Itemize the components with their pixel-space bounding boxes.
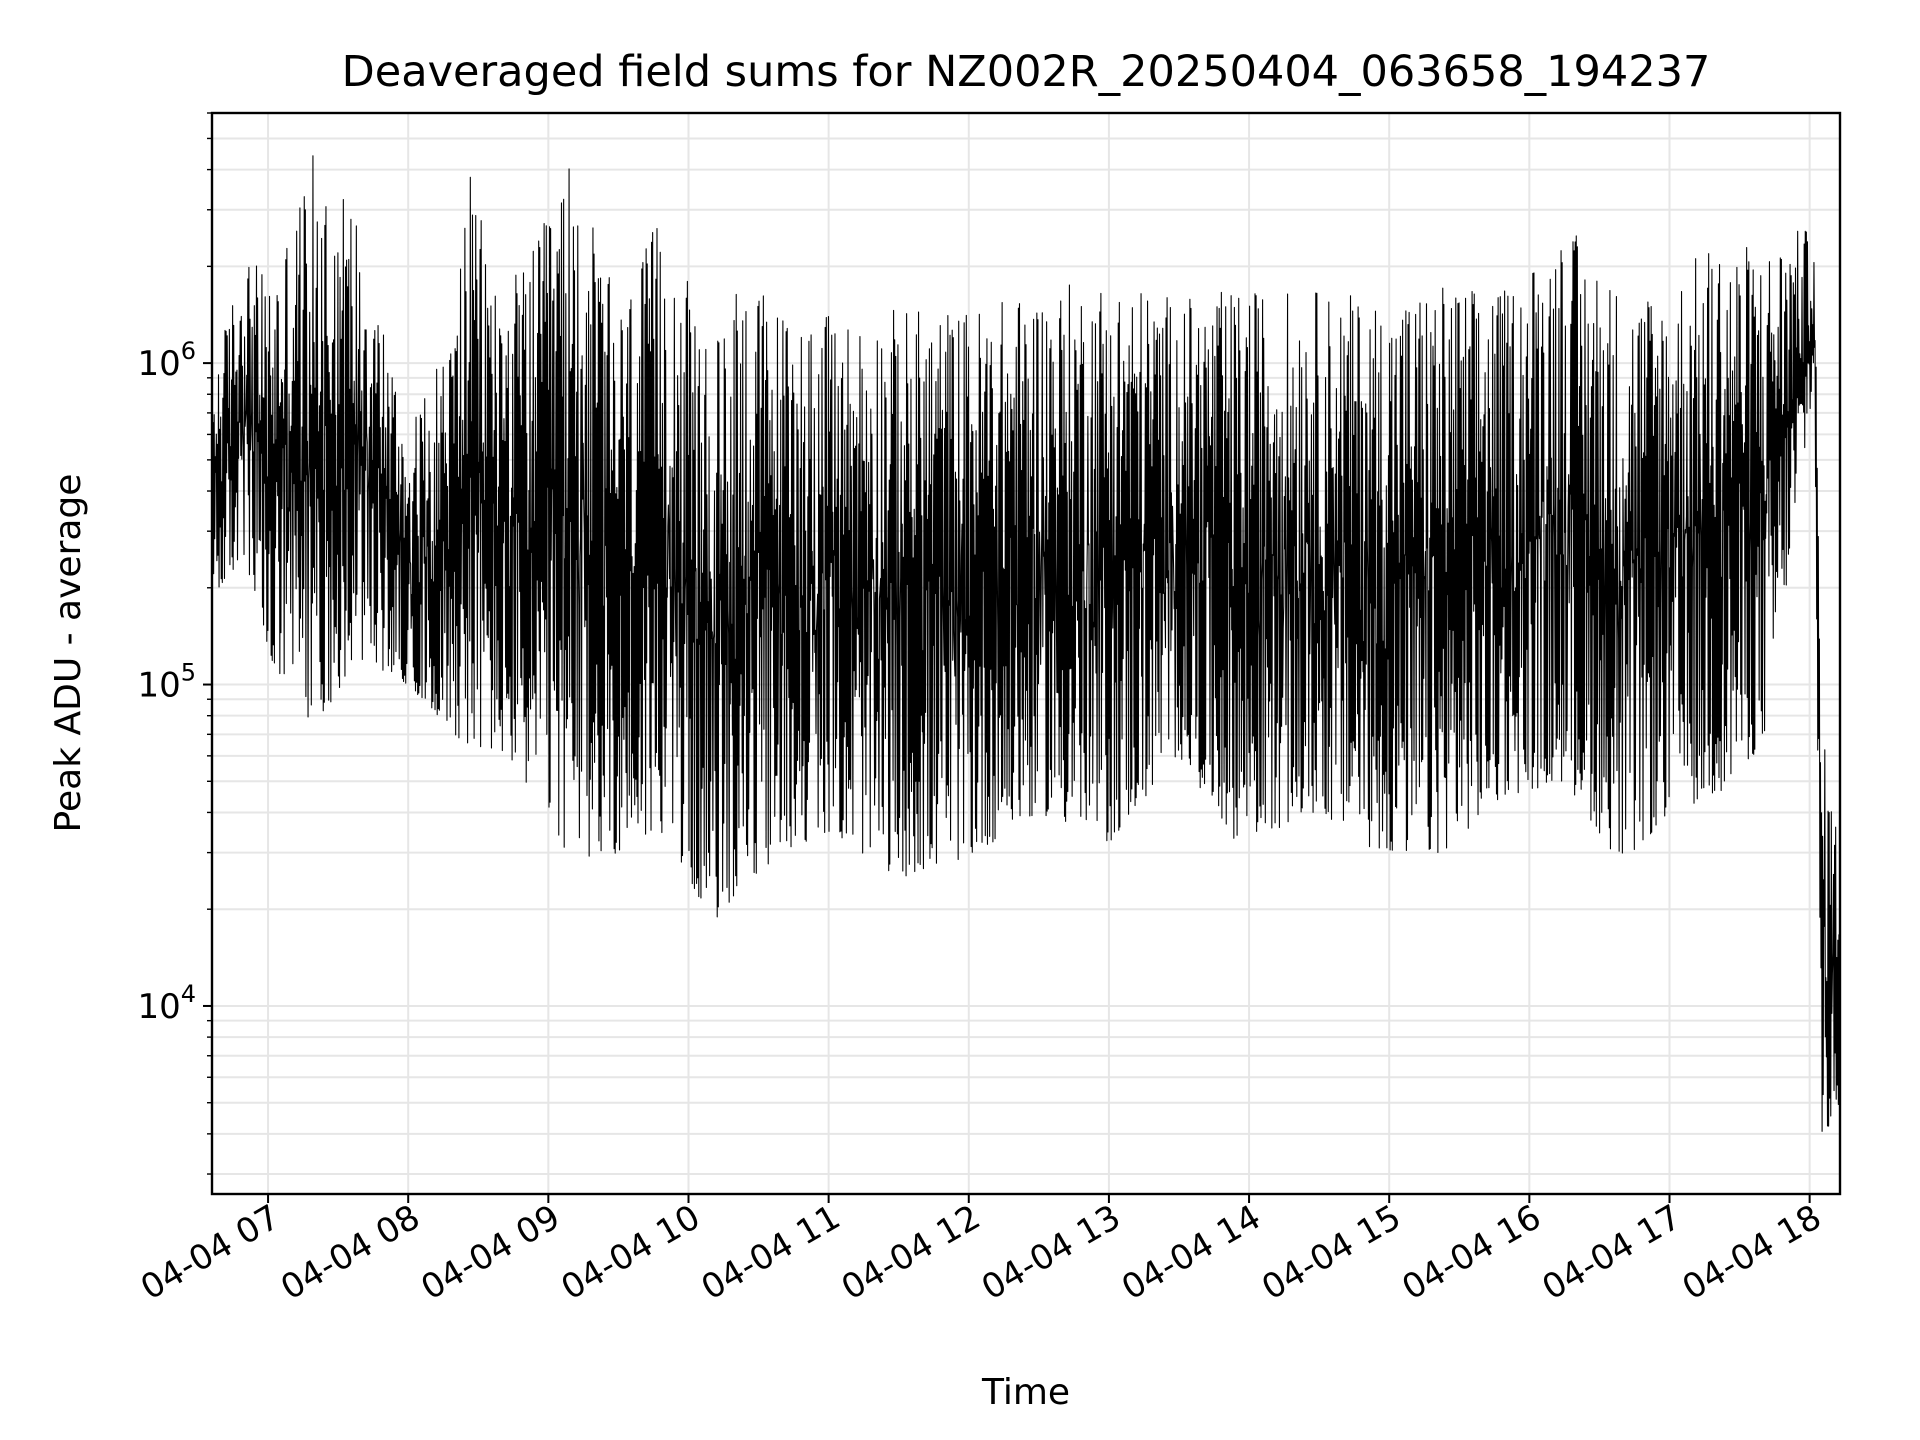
x-tick-label: 04-04 17 [1536,1197,1688,1308]
x-tick-label: 04-04 15 [1255,1197,1407,1308]
x-tick-label: 04-04 18 [1676,1197,1828,1308]
y-tick-label: 104 [137,980,196,1027]
x-tick-label: 04-04 12 [835,1197,987,1308]
x-tick-label: 04-04 09 [414,1197,566,1308]
chart-title: Deaveraged field sums for NZ002R_2025040… [342,47,1711,97]
x-tick-label: 04-04 08 [274,1197,426,1308]
x-tick-label: 04-04 14 [1115,1197,1267,1308]
x-tick-label: 04-04 10 [555,1197,707,1308]
y-tick-label: 105 [137,659,196,706]
y-axis-label: Peak ADU - average [48,474,89,833]
x-axis-label: Time [981,1372,1070,1413]
series-line [211,155,1841,1132]
series-layer [211,155,1841,1132]
x-tick-label: 04-04 13 [975,1197,1127,1308]
x-tick-label: 04-04 16 [1395,1197,1547,1308]
plot-frame [210,111,1842,1196]
x-tick-label: 04-04 07 [134,1197,286,1308]
x-tick-label: 04-04 11 [695,1197,847,1308]
y-tick-label: 106 [137,337,196,384]
